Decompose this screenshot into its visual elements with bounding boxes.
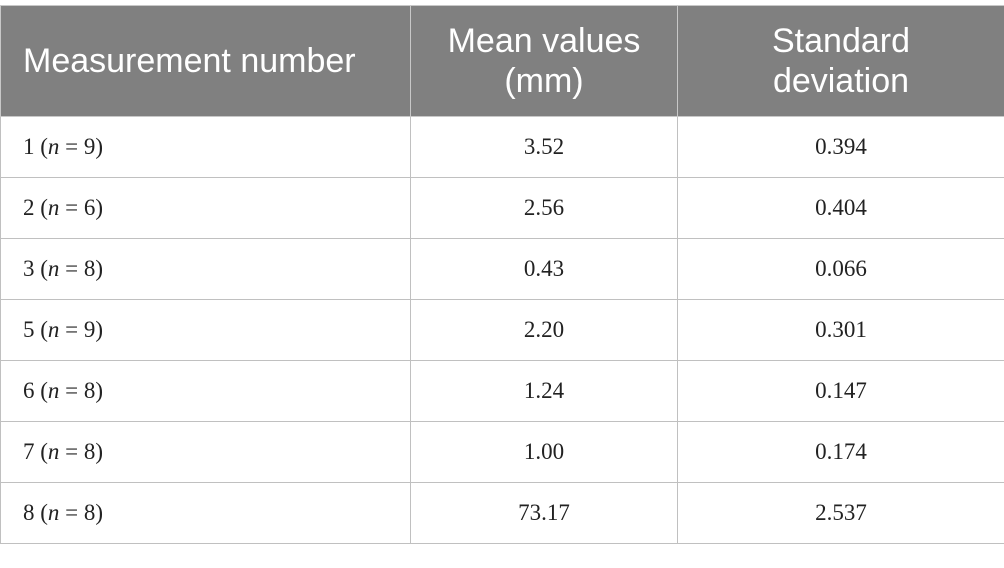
row-label: 7 (n = 8) (1, 422, 411, 483)
cell: 73.17 (411, 483, 678, 544)
row-label: 3 (n = 8) (1, 239, 411, 300)
cell: 1.24 (411, 361, 678, 422)
header-cell: Standard deviation (678, 6, 1004, 117)
row-label: 5 (n = 9) (1, 300, 411, 361)
row-label: 1 (n = 9) (1, 117, 411, 178)
cell: 2.537 (678, 483, 1004, 544)
cell: 0.174 (678, 422, 1004, 483)
row-label: 6 (n = 8) (1, 361, 411, 422)
row-label: 2 (n = 6) (1, 178, 411, 239)
header-cell: Mean values (mm) (411, 6, 678, 117)
cell: 0.43 (411, 239, 678, 300)
header-cell: Measurement number (1, 6, 411, 117)
cell: 0.394 (678, 117, 1004, 178)
cell: 2.56 (411, 178, 678, 239)
cell: 0.066 (678, 239, 1004, 300)
cell: 2.20 (411, 300, 678, 361)
cell: 0.404 (678, 178, 1004, 239)
cell: 0.301 (678, 300, 1004, 361)
row-label: 8 (n = 8) (1, 483, 411, 544)
cell: 3.52 (411, 117, 678, 178)
cell: 1.00 (411, 422, 678, 483)
cell: 0.147 (678, 361, 1004, 422)
